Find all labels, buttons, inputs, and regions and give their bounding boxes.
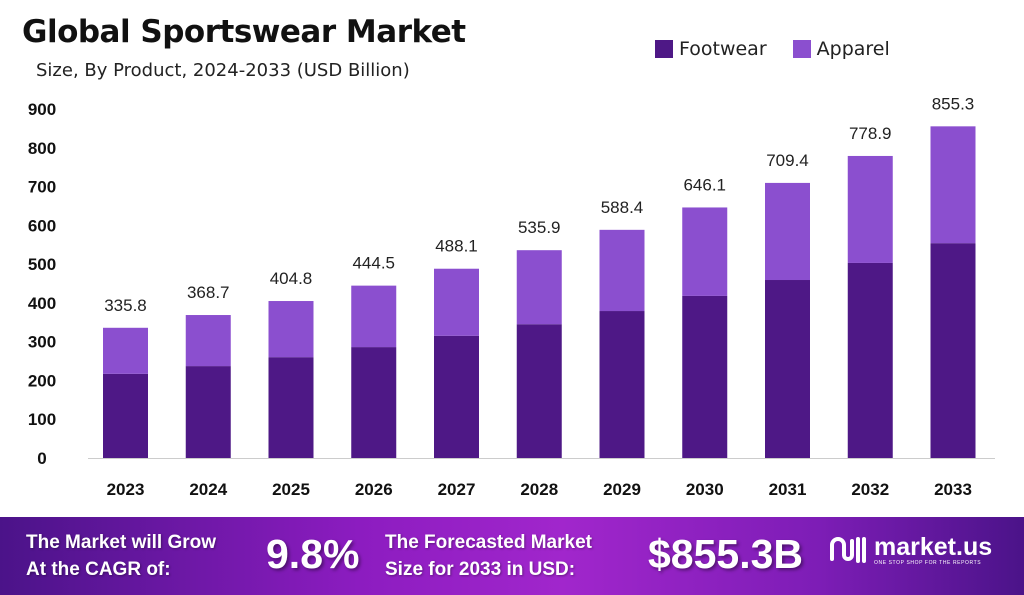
x-tick-label: 2029 — [603, 480, 641, 499]
data-label-total-2029: 588.4 — [601, 198, 644, 217]
data-label-total-2025: 404.8 — [270, 269, 313, 288]
y-tick-label: 800 — [28, 139, 56, 158]
x-tick-label: 2030 — [686, 480, 724, 499]
bar-apparel-2025 — [268, 301, 314, 358]
y-tick-label: 100 — [28, 410, 56, 429]
cagr-label-line1: The Market will Grow — [26, 532, 217, 553]
x-tick-label: 2024 — [189, 480, 227, 499]
legend-swatch-footwear — [655, 40, 673, 58]
data-label-total-2028: 535.9 — [518, 218, 561, 237]
chart-plot: 0 100 200 300 400 500 600 700 800 900 335.8 2023 368… — [28, 94, 995, 499]
x-tick-label: 2023 — [107, 480, 145, 499]
legend: Footwear Apparel — [655, 38, 890, 60]
bar-apparel-2029 — [599, 229, 645, 312]
cagr-label-line2: At the CAGR of: — [26, 559, 171, 580]
legend-item-apparel: Apparel — [792, 38, 890, 60]
data-label-total-2023: 335.8 — [104, 296, 147, 315]
bar-apparel-2027 — [434, 268, 479, 336]
x-tick-label: 2033 — [934, 480, 972, 499]
x-tick-label: 2027 — [438, 480, 476, 499]
x-tick-label: 2028 — [520, 480, 558, 499]
data-label-total-2033: 855.3 — [932, 94, 975, 113]
y-tick-label: 400 — [28, 294, 56, 313]
bar-apparel-2028 — [516, 250, 562, 325]
bar-apparel-2030 — [682, 207, 728, 296]
bar-footwear-2031 — [765, 280, 810, 458]
bar-footwear-2023 — [103, 373, 148, 458]
cagr-value: 9.8% — [266, 531, 360, 577]
market-us-logo: market.us ONE STOP SHOP FOR THE REPORTS — [828, 533, 992, 567]
bar-apparel-2032 — [847, 155, 893, 263]
bar-apparel-2026 — [351, 285, 397, 348]
bar-footwear-2025 — [268, 357, 314, 458]
forecast-label: The Forecasted Market Size for 2033 in U… — [385, 529, 592, 583]
logo-tagline: ONE STOP SHOP FOR THE REPORTS — [874, 560, 982, 566]
logo-icon — [830, 537, 866, 563]
data-label-total-2026: 444.5 — [352, 254, 395, 273]
bar-footwear-2027 — [434, 335, 479, 458]
y-tick-label: 700 — [28, 178, 56, 197]
y-tick-label: 300 — [28, 333, 56, 352]
bar-apparel-2031 — [765, 182, 810, 281]
forecast-label-line1: The Forecasted Market — [385, 532, 592, 553]
summary-banner: The Market will Grow At the CAGR of: 9.8… — [0, 517, 1024, 595]
x-tick-label: 2025 — [272, 480, 310, 499]
y-tick-label: 200 — [28, 371, 56, 390]
bar-footwear-2024 — [185, 366, 231, 458]
x-tick-label: 2026 — [355, 480, 393, 499]
cagr-label: The Market will Grow At the CAGR of: — [26, 529, 216, 583]
bar-footwear-2033 — [930, 243, 976, 458]
chart-subtitle: Size, By Product, 2024-2033 (USD Billion… — [36, 60, 410, 81]
y-tick-label: 0 — [37, 449, 46, 468]
bar-apparel-2023 — [103, 327, 148, 374]
legend-item-footwear: Footwear — [655, 38, 767, 60]
bar-footwear-2030 — [682, 295, 728, 458]
bar-footwear-2028 — [516, 324, 562, 458]
data-label-total-2031: 709.4 — [766, 151, 809, 170]
bar-footwear-2029 — [599, 311, 645, 458]
chart-title: Global Sportswear Market — [22, 14, 466, 50]
logo-text: market.us — [874, 533, 993, 561]
legend-label-apparel: Apparel — [816, 38, 890, 60]
data-label-total-2027: 488.1 — [435, 237, 478, 256]
x-tick-label: 2031 — [769, 480, 807, 499]
data-label-total-2030: 646.1 — [683, 175, 726, 194]
forecast-label-line2: Size for 2033 in USD: — [385, 559, 576, 580]
bar-footwear-2032 — [847, 262, 893, 458]
legend-label-footwear: Footwear — [679, 38, 767, 60]
data-label-total-2032: 778.9 — [849, 124, 892, 143]
forecast-value: $855.3B — [648, 531, 804, 577]
data-label-total-2024: 368.7 — [187, 283, 230, 302]
y-tick-label: 600 — [28, 216, 56, 235]
y-tick-label: 900 — [28, 100, 56, 119]
legend-swatch-apparel — [792, 40, 811, 58]
bar-apparel-2033 — [930, 126, 976, 244]
bar-footwear-2026 — [351, 347, 397, 458]
bar-apparel-2024 — [185, 315, 231, 367]
y-tick-label: 500 — [28, 255, 56, 274]
x-tick-label: 2032 — [851, 480, 889, 499]
